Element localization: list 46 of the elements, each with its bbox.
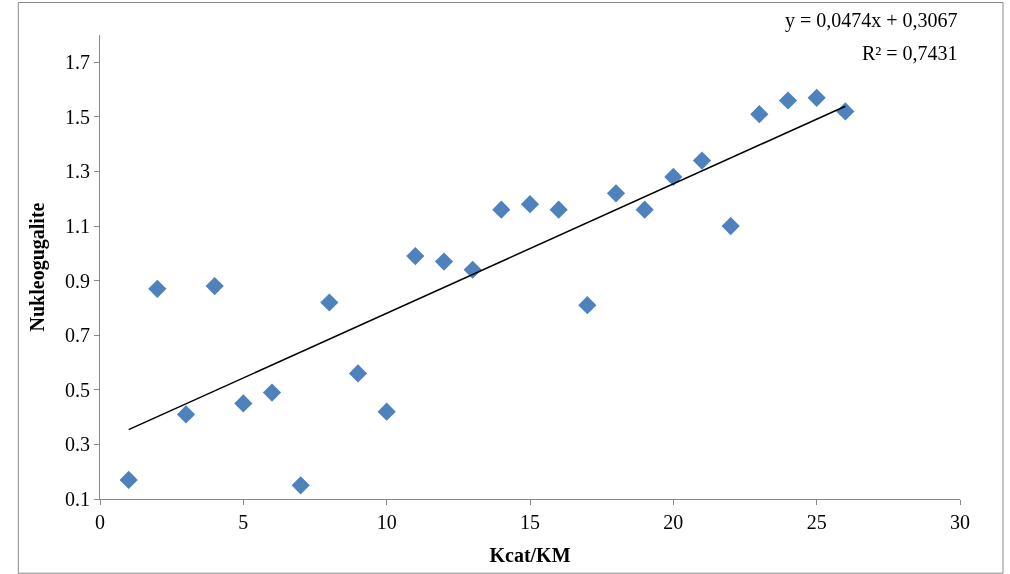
point [291, 476, 310, 495]
y-tick-label: 1.7 [65, 51, 90, 74]
y-tick-label: 0.9 [65, 269, 90, 292]
point [750, 105, 769, 124]
point [176, 405, 196, 424]
point [721, 216, 740, 236]
point [148, 279, 167, 298]
point [778, 91, 798, 110]
x-tick-label: 25 [806, 511, 827, 533]
y-tick-label: 1.1 [65, 215, 90, 238]
point [377, 402, 396, 421]
point [492, 200, 511, 219]
y-tick-label: 1.3 [65, 160, 90, 183]
point [807, 88, 826, 107]
point [434, 252, 454, 271]
x-tick-label: 5 [238, 511, 249, 533]
x-tick-label: 15 [520, 511, 540, 533]
x-tick-label: 20 [663, 511, 684, 533]
point [692, 151, 712, 170]
point [549, 200, 568, 219]
point [463, 260, 482, 279]
point [836, 102, 855, 121]
point [320, 293, 339, 312]
x-axis-title: Kcat/KM [489, 543, 571, 566]
text: y = 0,0474x + 0,3067 [785, 9, 958, 32]
point [406, 246, 425, 266]
y-tick-label: 0.3 [65, 433, 90, 456]
point [664, 167, 683, 187]
y-axis-title: Nukleogugalite [25, 202, 49, 332]
point [205, 277, 224, 296]
y-tick-label: 0.5 [65, 378, 90, 401]
y-tick-label: 0.7 [65, 324, 90, 347]
point [348, 364, 368, 383]
point [119, 470, 138, 489]
y-tick-label: 0.1 [65, 488, 90, 510]
point [606, 184, 626, 203]
point [262, 383, 282, 402]
point [578, 296, 597, 315]
annotation: R² = 0,7431 [862, 42, 958, 64]
point [635, 200, 654, 219]
x-tick-label: 10 [376, 511, 397, 533]
y-tick-label: 1.5 [65, 105, 90, 128]
x-tick-label: 30 [950, 511, 970, 533]
x-tick-label: 0 [95, 511, 105, 533]
point [234, 394, 253, 413]
point [520, 195, 540, 214]
